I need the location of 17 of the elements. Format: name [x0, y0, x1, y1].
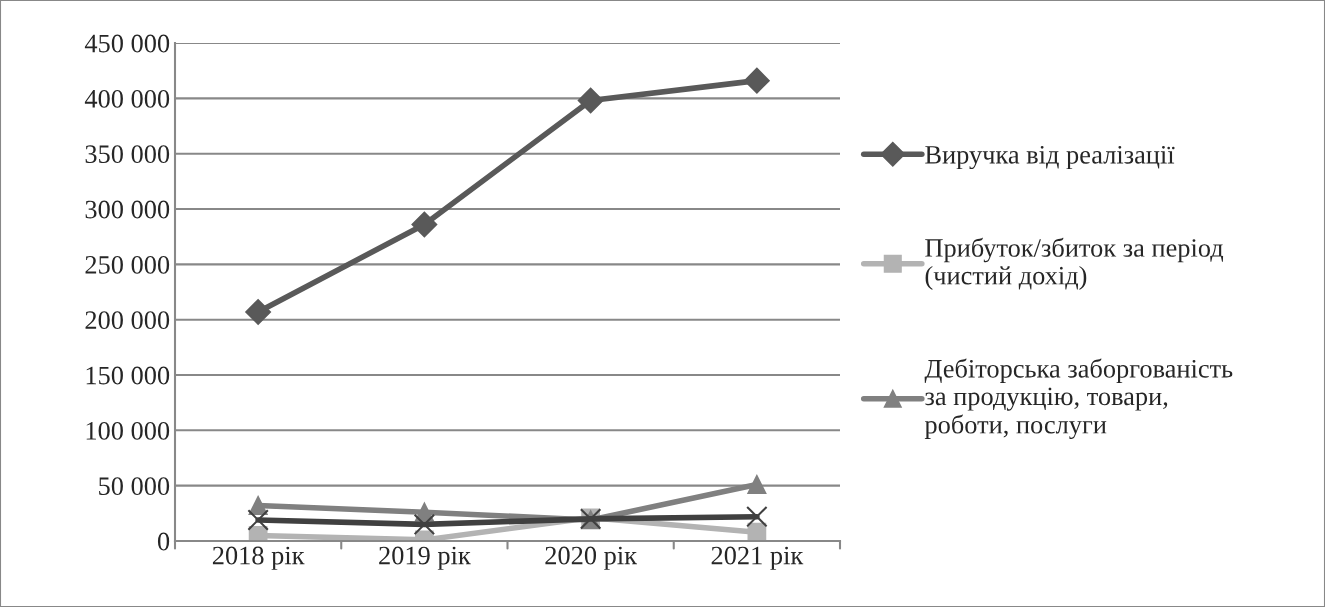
y-tick-label: 250 000 — [85, 255, 170, 274]
y-tick-label: 450 000 — [84, 34, 170, 53]
legend-label: Виручка від реалізації — [925, 145, 1175, 170]
y-tick-label: 100 000 — [86, 421, 170, 440]
y-tick-label: 400 000 — [84, 89, 170, 108]
x-tick-label: 2018 рік — [212, 546, 305, 570]
legend-label: Прибуток/збиток за період (чистий дохід) — [925, 237, 1224, 290]
x-tick-label: 2021 рік — [711, 546, 804, 570]
y-tick-label: 0 — [157, 532, 170, 551]
y-tick-label: 150 000 — [86, 366, 170, 385]
y-tick-label: 300 000 — [85, 200, 170, 219]
legend-label: Дебіторська заборгованість за продукцію, товари, роботи, послуги — [924, 358, 1233, 440]
x-tick-label: 2019 рік — [379, 546, 471, 570]
x-tick-label: 2020 рік — [545, 546, 638, 570]
y-tick-label: 50 000 — [99, 477, 170, 496]
y-tick-label: 350 000 — [85, 145, 170, 164]
y-tick-label: 200 000 — [85, 311, 170, 330]
